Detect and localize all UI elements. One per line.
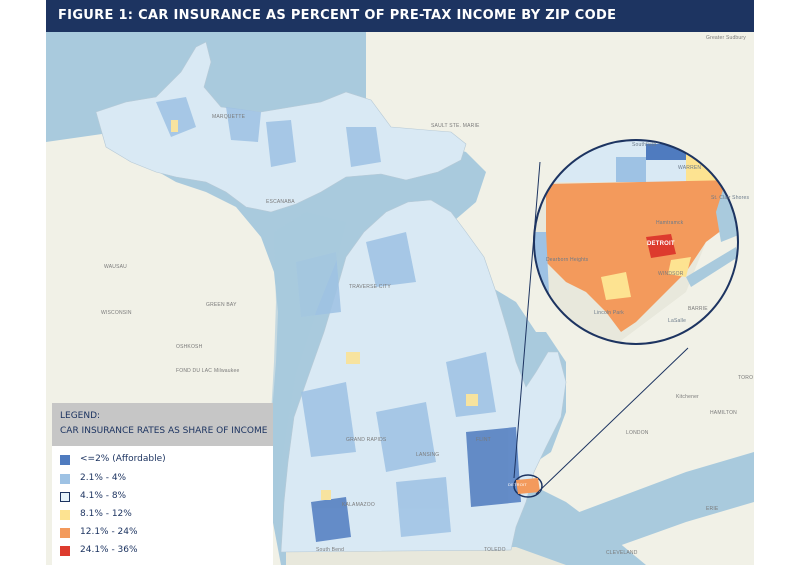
lake-erie [516,452,754,565]
legend-swatch [60,455,70,465]
label-oshkosh: OSHKOSH [176,344,203,350]
label-sault: SAULT STE. MARIE [431,123,480,129]
legend-label: 24.1% - 36% [80,545,138,555]
label-sudbury: Greater Sudbury [706,35,746,41]
label-lasalle: LaSalle [668,318,687,324]
label-st-clair: St. Clair Shores [711,195,750,201]
callout-line-top [513,161,541,479]
figure-title: FIGURE 1: CAR INSURANCE AS PERCENT OF PR… [58,8,617,23]
label-cleveland: CLEVELAND [606,550,638,556]
label-wisconsin: WISCONSIN [101,310,132,316]
legend-swatch [60,546,70,556]
legend-swatch [60,474,70,484]
label-detroit-inset: DETROIT [647,241,675,247]
callout-line-bottom [535,347,689,495]
legend-label: 8.1% - 12% [80,509,132,519]
label-marquette: MARQUETTE [212,114,246,120]
legend-title: LEGEND: [60,411,101,421]
label-erie: ERIE [706,506,719,512]
legend-label: 2.1% - 4% [80,473,127,483]
label-windsor: WINDSOR [658,271,684,277]
label-green-bay: GREEN BAY [206,302,237,308]
legend-swatch [60,510,70,520]
legend: LEGEND: CAR INSURANCE RATES AS SHARE OF … [52,403,273,565]
legend-subtitle: CAR INSURANCE RATES AS SHARE OF INCOME [60,426,268,436]
inset-border [533,139,739,345]
detroit-highlight [513,474,543,498]
label-lincoln-park: Lincoln Park [594,310,624,316]
label-kalamazoo: KALAMAZOO [342,502,375,508]
label-milwaukee: Milwaukee [214,368,240,374]
legend-label: 4.1% - 8% [80,491,127,501]
label-traverse: TRAVERSE CITY [349,284,391,290]
label-escanaba: ESCANABA [266,199,295,205]
title-bar: FIGURE 1: CAR INSURANCE AS PERCENT OF PR… [46,0,754,32]
label-southfield: Southfield [632,142,657,148]
label-wausau: WAUSAU [104,264,127,270]
lake-michigan [268,212,346,532]
label-hamilton: HAMILTON [710,410,737,416]
legend-header: LEGEND: CAR INSURANCE RATES AS SHARE OF … [52,403,273,446]
label-dearborn: Dearborn Heights [546,257,589,263]
label-london: LONDON [626,430,649,436]
detroit-marker [516,478,540,494]
legend-swatch [60,492,70,502]
label-south-bend: South Bend [316,547,345,553]
label-detroit: DETROIT [508,482,527,487]
legend-swatch [60,528,70,538]
label-fond-du-lac: FOND DU LAC [176,368,213,374]
label-toledo: TOLEDO [484,547,506,553]
label-warren: WARREN [678,165,702,171]
label-flint: FLINT [476,437,491,443]
label-grand-rapids: GRAND RAPIDS [346,437,387,443]
label-lansing: LANSING [416,452,440,458]
label-barrie: BARRIE [688,306,708,312]
legend-label: 12.1% - 24% [80,527,138,537]
label-toronto: TORO [738,375,754,381]
label-kitchener: Kitchener [676,394,699,400]
legend-label: <=2% (Affordable) [80,454,166,464]
label-hamtramck: Hamtramck [656,220,684,226]
